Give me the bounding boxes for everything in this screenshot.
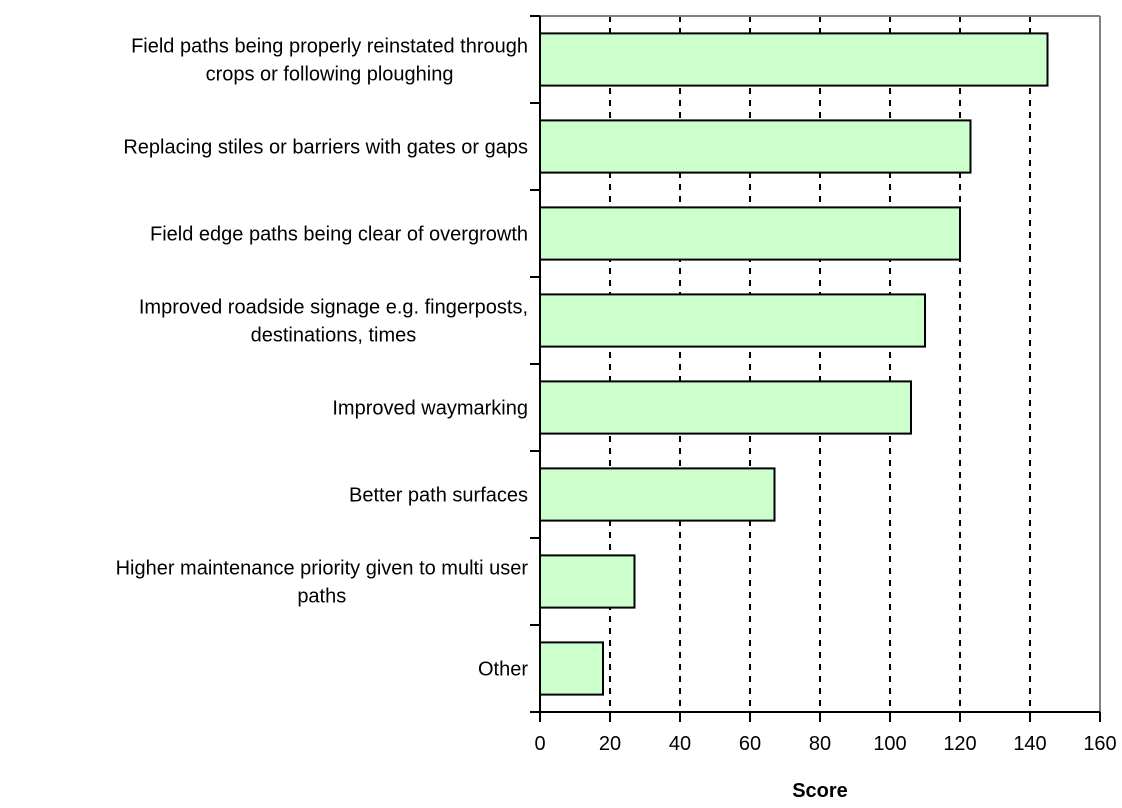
x-tick-labels: 0 20 40 60 80 100 120 140 160 [534,733,1116,755]
x-tick-label-160: 160 [1083,733,1116,755]
category-label-line: Field edge paths being clear of overgrow… [150,224,528,246]
x-tick-label-120: 120 [943,733,976,755]
bars [539,32,1049,696]
category-label-line: Field paths being properly reinstated th… [131,36,528,58]
category-label-6: Higher maintenance priority given to mul… [116,558,529,608]
category-label-line: Improved roadside signage e.g. fingerpos… [139,297,528,319]
category-label-line: Higher maintenance priority given to mul… [116,558,529,580]
bar-3 [539,293,926,348]
category-label-0: Field paths being properly reinstated th… [131,36,528,86]
category-label-line: Other [478,659,528,681]
category-label-4: Improved waymarking [332,398,528,420]
x-tick-label-140: 140 [1013,733,1046,755]
category-label-7: Other [478,659,528,681]
category-label-line: paths [297,586,346,608]
category-label-5: Better path surfaces [349,485,528,507]
x-tick-label-20: 20 [599,733,621,755]
bar-0 [539,32,1049,87]
category-labels: Field paths being properly reinstated th… [116,36,529,681]
bar-2 [539,206,961,261]
x-tick-label-0: 0 [534,733,545,755]
category-label-2: Field edge paths being clear of overgrow… [150,224,528,246]
bar-5 [539,467,776,522]
category-label-line: destinations, times [251,325,417,347]
axes [530,15,1101,722]
x-tick-label-100: 100 [873,733,906,755]
category-label-line: crops or following ploughing [206,64,454,86]
x-axis-title: Score [792,780,848,802]
x-tick-label-60: 60 [739,733,761,755]
gridlines [609,16,1101,712]
category-label-3: Improved roadside signage e.g. fingerpos… [139,297,528,347]
bar-4 [539,380,912,435]
x-tick-label-40: 40 [669,733,691,755]
category-label-1: Replacing stiles or barriers with gates … [123,137,528,159]
category-label-line: Better path surfaces [349,485,528,507]
category-label-line: Improved waymarking [332,398,528,420]
bar-1 [539,119,972,174]
x-tick-label-80: 80 [809,733,831,755]
bar-7 [539,641,604,696]
bar-6 [539,554,636,609]
category-label-line: Replacing stiles or barriers with gates … [123,137,528,159]
